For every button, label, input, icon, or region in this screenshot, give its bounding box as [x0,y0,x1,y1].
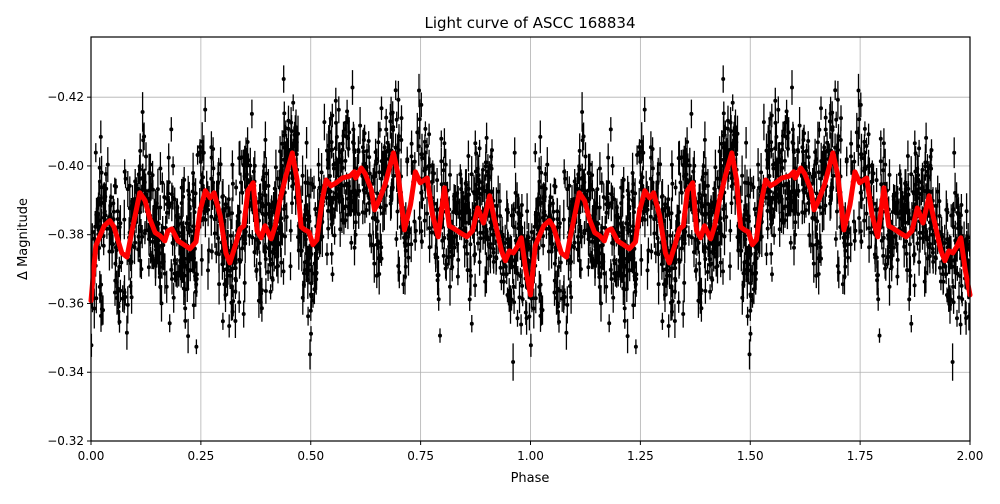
x-tick-label: 0.00 [78,449,105,463]
y-axis-label: Δ Magnitude [16,198,31,280]
y-tick-label: −0.32 [47,434,84,448]
x-tick-label: 0.75 [407,449,434,463]
y-tick-label: −0.40 [47,159,84,173]
y-tick-label: −0.38 [47,228,84,242]
x-axis-ticks: 0.00 0.25 0.50 0.75 1.00 1.25 1.50 1.75 2.00 [78,441,984,463]
x-axis-label: Phase [511,471,550,486]
model-curve [88,150,973,304]
x-tick-label: 1.75 [847,449,874,463]
x-tick-label: 1.25 [627,449,654,463]
y-axis-ticks: −0.42 −0.40 −0.38 −0.36 −0.34 −0.32 [47,90,91,448]
model-line [88,150,973,304]
y-tick-label: −0.42 [47,90,84,104]
y-tick-label: −0.36 [47,296,84,310]
x-tick-label: 1.50 [737,449,764,463]
x-tick-label: 2.00 [957,449,984,463]
observation-points [91,65,970,381]
x-tick-label: 0.25 [188,449,215,463]
y-tick-label: −0.34 [47,365,84,379]
x-tick-label: 1.00 [517,449,544,463]
x-tick-label: 0.50 [297,449,324,463]
chart-title: Light curve of ASCC 168834 [425,14,636,32]
